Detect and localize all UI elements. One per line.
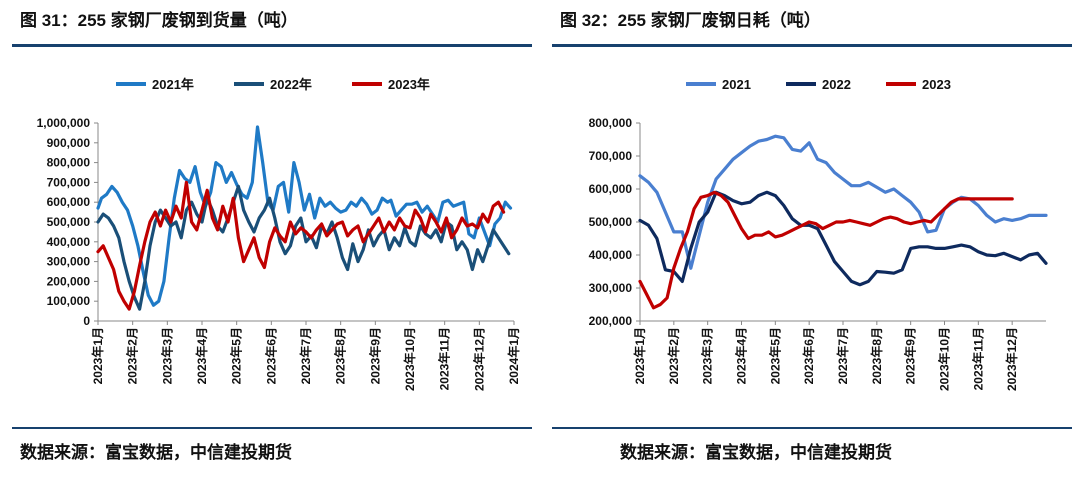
y-tick-label: 100,000 [47, 294, 91, 308]
left-data-source: 数据来源：富宝数据，中信建投期货 [20, 443, 292, 462]
series-line-2021年 [96, 125, 513, 307]
x-tick-label: 2023年7月 [835, 327, 850, 384]
x-tick-label: 2023年5月 [767, 327, 782, 384]
y-tick-label: 600,000 [47, 195, 91, 209]
series-line-2023 [638, 190, 1014, 310]
y-tick-label: 900,000 [47, 136, 91, 150]
x-tick-label: 2023年6月 [263, 327, 278, 384]
right-source-divider [552, 427, 1072, 429]
y-tick-label: 700,000 [589, 149, 633, 163]
right-line-chart: 2021 2022 2023 200,000 300,000 400,000 500,000… [589, 77, 1048, 391]
y-tick-label: 700,000 [47, 175, 91, 189]
y-tick-label: 200,000 [47, 274, 91, 288]
left-line-chart: 2021年 2022年 2023年 0 100,000 200,000 300,000 400… [37, 77, 521, 391]
series-line-2023年 [96, 180, 506, 311]
x-tick-label: 2023年2月 [666, 327, 681, 384]
y-tick-label: 500,000 [47, 215, 91, 229]
x-tick-label: 2023年6月 [801, 327, 816, 384]
x-tick-label: 2023年2月 [125, 327, 140, 384]
y-tick-label: 500,000 [589, 215, 633, 229]
x-tick-label: 2023年8月 [333, 327, 348, 384]
left-chart-title: 图 31：255 家钢厂废钢到货量（吨） [20, 11, 298, 30]
x-tick-label: 2023年3月 [159, 327, 174, 384]
x-tick-label: 2023年11月 [970, 327, 985, 390]
left-source-divider [12, 427, 532, 429]
x-tick-label: 2023年12月 [1004, 327, 1019, 391]
y-tick-label: 400,000 [47, 235, 91, 249]
y-tick-label: 300,000 [47, 255, 91, 269]
series-line-2021 [638, 134, 1048, 270]
y-tick-label: 800,000 [47, 156, 91, 170]
series-line-2022 [638, 190, 1048, 287]
right-data-source: 数据来源：富宝数据，中信建投期货 [620, 443, 892, 462]
right-title-divider [552, 44, 1072, 47]
y-tick-label: 300,000 [589, 281, 633, 295]
x-tick-label: 2023年7月 [298, 327, 313, 384]
x-tick-label: 2023年9月 [367, 327, 382, 384]
legend-label: 2022年 [270, 77, 312, 92]
x-tick-label: 2023年1月 [632, 327, 647, 384]
x-tick-label: 2024年1月 [506, 327, 521, 384]
x-tick-label: 2023年12月 [471, 327, 486, 391]
y-tick-label: 400,000 [589, 248, 633, 262]
y-tick-label: 1,000,000 [37, 116, 91, 130]
x-tick-label: 2023年1月 [90, 327, 105, 384]
x-tick-label: 2023年5月 [229, 327, 244, 384]
y-tick-label: 200,000 [589, 314, 633, 328]
x-tick-label: 2023年11月 [437, 327, 452, 390]
legend-label: 2022 [822, 77, 851, 92]
x-tick-label: 2023年9月 [903, 327, 918, 384]
y-tick-label: 800,000 [589, 116, 633, 130]
legend-label: 2023年 [388, 77, 430, 92]
x-tick-label: 2023年3月 [700, 327, 715, 384]
x-tick-label: 2023年4月 [734, 327, 749, 384]
x-tick-label: 2023年10月 [402, 327, 417, 391]
y-tick-label: 0 [83, 314, 90, 328]
y-tick-label: 600,000 [589, 182, 633, 196]
left-title-divider [12, 44, 532, 47]
legend-label: 2021 [722, 77, 751, 92]
x-tick-label: 2023年10月 [937, 327, 952, 391]
legend-label: 2021年 [152, 77, 194, 92]
x-tick-label: 2023年8月 [869, 327, 884, 384]
legend-label: 2023 [922, 77, 951, 92]
x-tick-label: 2023年4月 [194, 327, 209, 384]
right-chart-title: 图 32：255 家钢厂废钢日耗（吨） [560, 11, 821, 30]
